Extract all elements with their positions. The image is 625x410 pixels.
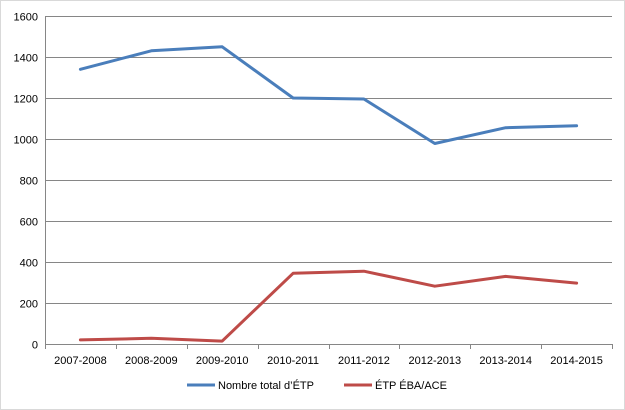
y-tick-label: 1000 [14, 135, 38, 147]
y-tick-label: 0 [32, 340, 38, 352]
y-tick-label: 1400 [14, 53, 38, 65]
legend-label-2: ÉTP ÉBA/ACE [375, 379, 447, 392]
x-tick-label: 2009-2010 [196, 355, 249, 367]
x-tick-label: 2007-2008 [54, 355, 107, 367]
gridlines [45, 16, 612, 304]
x-tick-label: 2013-2014 [479, 355, 532, 367]
y-tick-labels: 0 200 400 600 800 1000 1200 1400 1600 [14, 12, 38, 352]
legend-label-1: Nombre total d’ÉTP [218, 379, 314, 392]
x-tick-label: 2008-2009 [125, 355, 178, 367]
y-tick-label: 400 [20, 258, 38, 270]
x-tick-label: 2010-2011 [267, 355, 319, 367]
y-tick-label: 800 [20, 176, 38, 188]
series-line-2 [78, 269, 579, 343]
series-lines [78, 45, 579, 343]
x-tick-label: 2012-2013 [409, 355, 462, 367]
y-tick-label: 1600 [14, 12, 38, 24]
y-tick-label: 600 [20, 217, 38, 229]
x-tick-labels: 2007-2008 2008-2009 2009-2010 2010-2011 2011… [54, 355, 603, 367]
x-tick-label: 2014-2015 [550, 355, 603, 367]
y-tick-label: 1200 [14, 94, 38, 106]
y-tick-label: 200 [20, 299, 38, 311]
series-line-1 [78, 45, 579, 145]
legend: Nombre total d’ÉTP ÉTP ÉBA/ACE [187, 379, 447, 392]
x-tick-label: 2011-2012 [338, 355, 390, 367]
axes [45, 16, 613, 349]
